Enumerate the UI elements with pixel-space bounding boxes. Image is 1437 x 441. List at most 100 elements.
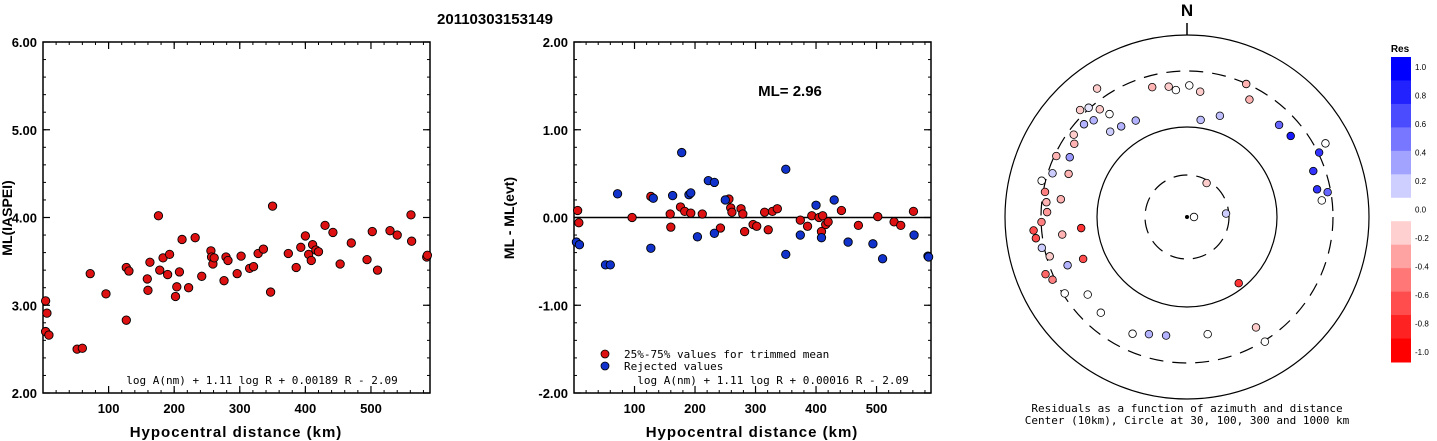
data-point [667,190,678,201]
colorbar-label: 0.8 [1415,92,1427,101]
data-point [265,287,276,297]
data-point [190,233,200,243]
data-point [665,209,675,219]
data-point [306,255,316,266]
station-residual [1309,166,1318,176]
legend-rejected-marker [600,361,610,371]
data-point [101,289,111,299]
data-point [816,233,827,243]
y-tick-label: -2.00 [538,386,568,401]
station-residual [1042,207,1052,217]
data-point [291,262,301,273]
station-residual [1312,185,1322,194]
station-residual [1221,209,1231,218]
data-point [677,147,687,158]
colorbar-swatch [1391,57,1411,81]
station-residual [1045,252,1054,261]
left-y-axis-label: ML(IASPEI) [0,180,15,255]
data-point [802,221,813,231]
station-residual [1234,278,1243,288]
station-residual [1144,329,1154,339]
middle-panel: ML - ML(evt) Hypocentral distance (km) M… [501,35,934,441]
data-point [873,211,883,222]
station-residual [1063,261,1072,270]
data-point [42,308,52,318]
x-tick-label: 500 [866,401,888,416]
station-residual [1095,105,1104,114]
station-residual [1164,82,1173,91]
data-point [174,267,185,277]
station-residual [1195,87,1205,96]
station-residual [1078,254,1088,264]
data-point [142,274,152,284]
colorbar-label: -0.4 [1415,263,1429,272]
middle-y-axis-label: ML - ML(evt) [501,177,517,259]
data-point [248,261,259,272]
data-point [811,200,821,210]
data-point [759,207,770,217]
station-residual [1083,290,1092,299]
data-point [772,204,782,214]
data-point [818,211,828,221]
data-point [197,271,207,281]
data-point [121,315,131,325]
x-tick-label: 400 [805,401,827,416]
data-point [385,226,395,236]
data-point [739,226,750,237]
data-point [781,249,791,260]
data-point [692,232,703,242]
station-residual [1092,84,1102,93]
data-point [328,227,338,238]
data-point [574,240,585,250]
data-point [908,206,919,217]
station-residual [1048,169,1057,178]
data-point [296,242,306,252]
y-tick-label: 2.00 [12,386,37,401]
data-point [219,276,229,286]
data-point [836,205,847,216]
data-point [795,230,805,240]
data-point [258,244,269,254]
y-tick-label: 3.00 [12,298,37,313]
station-residual [1128,329,1137,338]
event-title: 20110303153149 [437,11,553,28]
data-point [143,285,153,295]
y-tick-label: 5.00 [12,123,37,138]
colorbar-label: 0.2 [1415,177,1427,186]
legend-trimmed-label: 25%-75% values for trimmed mean [624,348,829,361]
station-residual [1274,120,1284,130]
station-residual [1076,223,1086,233]
station-residual [1203,329,1212,339]
station-residual [1031,234,1041,243]
data-point [124,266,134,276]
station-residual [1084,103,1093,112]
data-point [164,249,175,260]
station-residual [1105,109,1114,119]
data-point [406,236,417,246]
distance-ring [1144,174,1230,260]
colorbar: Res 1.0 0.8 0.6 0.4 0.2 0.0 -0.2 -0.4 -0.6 -0.8 -1… [1391,44,1429,363]
data-point [232,269,242,279]
data-point [313,247,324,257]
polar-caption-line1: Residuals as a function of azimuth and d… [1031,402,1342,415]
station-residual [1245,95,1254,104]
station-residual [1131,116,1140,125]
colorbar-label: 0.0 [1415,206,1427,215]
station-residual [1037,176,1046,185]
data-point [367,226,377,237]
data-point [853,220,864,231]
x-tick-label: 300 [745,401,767,416]
data-point [738,209,748,219]
left-plot-frame [42,41,431,394]
station-residual [1037,217,1046,227]
data-point [909,230,919,240]
colorbar-label: 0.4 [1415,149,1427,158]
y-tick-label: -1.00 [538,298,568,313]
middle-x-axis-label: Hypocentral distance (km) [646,424,859,441]
station-residual [1317,196,1326,205]
station-residual [1096,308,1106,317]
distance-ring [1096,126,1278,308]
station-residual [1069,130,1078,139]
station-residual [1060,289,1069,298]
data-point [781,164,791,174]
